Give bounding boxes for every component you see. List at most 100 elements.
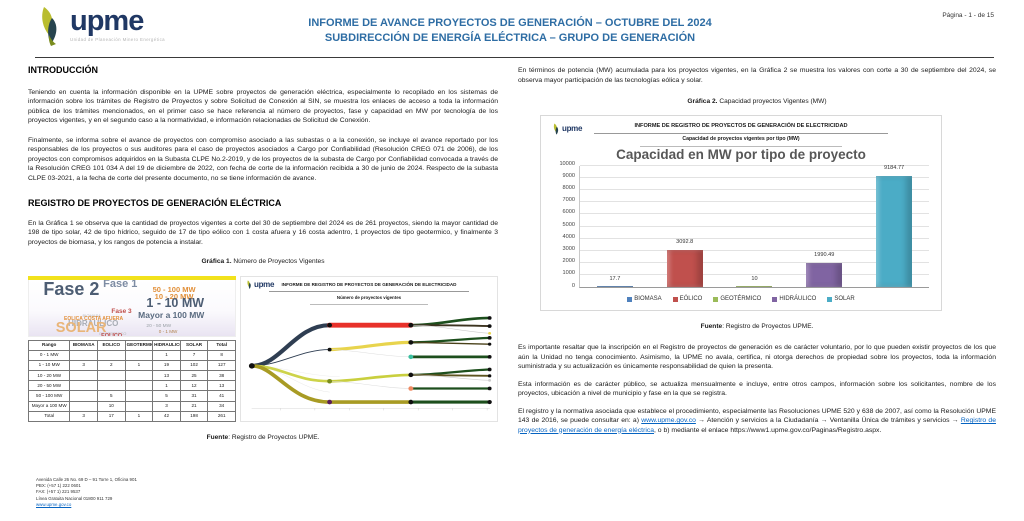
right-column: En términos de potencia (MW) acumulada p… bbox=[518, 66, 996, 435]
potencia-paragraph: En términos de potencia (MW) acumulada p… bbox=[518, 67, 996, 84]
registro-proyectos-link[interactable]: Registro de proyectos de generación de e… bbox=[518, 417, 996, 434]
bar-value-label: 3092.8 bbox=[676, 239, 694, 246]
table-cell bbox=[124, 370, 154, 382]
table-header-cell: Total bbox=[207, 339, 236, 351]
gridline bbox=[580, 225, 929, 227]
table-cell bbox=[96, 370, 126, 382]
gridline bbox=[580, 237, 929, 239]
logo-wordmark: upme bbox=[70, 5, 144, 37]
bar-value-label: 1990.49 bbox=[814, 252, 835, 259]
page-title: INFORME DE AVANCE PROYECTOS DE GENERACIÓ… bbox=[300, 16, 720, 46]
footer-line: Línea Gratuita Nacional 01800 911 729 bbox=[36, 495, 113, 501]
y-tick-label: 9000 bbox=[562, 172, 575, 179]
table-cell: 8 bbox=[207, 349, 236, 361]
footer-lines: Avenida Calle 26 No. 69 D – 91 Torre 1, … bbox=[36, 477, 137, 502]
gridline bbox=[580, 213, 929, 215]
table-row: 1 - 10 MW 3 2 1 19 102 127 bbox=[27, 359, 236, 372]
footer-line: FAX: (+57 1) 221 9537 bbox=[36, 489, 81, 495]
grafica1-caption-text: Número de Proyectos Vigentes bbox=[231, 258, 325, 265]
sankey-header: upme INFORME DE REGISTRO DE PROYECTOS DE… bbox=[241, 277, 497, 305]
bar-rect bbox=[736, 286, 773, 287]
cloud-word: EOLICA COSTA AFUERA bbox=[64, 315, 124, 322]
table-cell: 5 bbox=[96, 390, 126, 402]
table-cell: 1 bbox=[152, 349, 181, 361]
table-row: 20 - 50 MW 1 12 13 bbox=[27, 380, 236, 392]
table-cell: 127 bbox=[207, 359, 236, 372]
table-row: 0 - 1 MW 1 7 8 bbox=[27, 349, 236, 361]
page-title-line2: SUBDIRECCIÓN DE ENERGÍA ELÉCTRICA – GRUP… bbox=[324, 32, 696, 44]
table-header-cell: BIOMASA bbox=[69, 339, 98, 351]
grafica1-figure: Fase 1 Fase 2 Fase 3 50 - 100 MW 10 - 20 MW 1… bbox=[27, 275, 498, 423]
sankey-panel: upme INFORME DE REGISTRO DE PROYECTOS DE… bbox=[240, 275, 498, 422]
legend-swatch bbox=[672, 297, 678, 303]
links-paragraph-text2: → Atención y servicios a la Ciudadanía →… bbox=[695, 417, 961, 424]
registro-paragraph: En la Gráfica 1 se observa que la cantid… bbox=[28, 219, 498, 246]
gridline bbox=[580, 165, 929, 166]
gridline bbox=[580, 177, 929, 179]
bar-rect bbox=[666, 249, 703, 287]
footer-website-link[interactable]: www.upme.gov.co bbox=[36, 501, 72, 507]
legend-swatch bbox=[713, 297, 719, 303]
highlight-bar bbox=[28, 275, 236, 280]
chart-title: Capacidad en MW por tipo de proyecto bbox=[616, 146, 866, 162]
heading-registro: REGISTRO DE PROYECTOS DE GENERACIÓN ELÉC… bbox=[28, 198, 282, 208]
table-cell: 10 - 20 MW bbox=[27, 370, 71, 382]
table-cell bbox=[69, 349, 98, 361]
y-tick-label: 4000 bbox=[562, 233, 575, 240]
table-cell bbox=[96, 349, 126, 361]
bar-value-label: 10 bbox=[751, 276, 758, 283]
legend-item: EÓLICO bbox=[672, 295, 702, 305]
table-cell: 102 bbox=[179, 359, 209, 372]
table-cell: 38 bbox=[207, 370, 236, 382]
fase-capacity-table: RangoBIOMASAEOLICOGEOTERMICOHIDRAULICOSO… bbox=[27, 339, 236, 423]
chart-plot-area: 17.7 3092.8 10 1990.49 9184.77 bbox=[579, 165, 929, 288]
upme-website-link[interactable]: www.upme.gov.co bbox=[641, 417, 696, 424]
table-cell: 198 bbox=[179, 410, 209, 423]
y-tick-label: 7000 bbox=[562, 197, 575, 204]
intro-paragraph-1: Teniendo en cuenta la información dispon… bbox=[28, 88, 498, 125]
table-cell: 50 - 100 MW bbox=[27, 390, 71, 402]
bar-rect bbox=[876, 175, 913, 287]
footer-line: Avenida Calle 26 No. 69 D – 91 Torre 1, … bbox=[36, 476, 137, 482]
cloud-word: GEOTERMICO bbox=[99, 330, 127, 336]
chart-legend: BIOMASA EÓLICO GEOTÉRMICO HIDRÁULICO SOLAR bbox=[547, 295, 935, 305]
table-header-cell: Rango bbox=[27, 339, 71, 351]
chart-upme-logo: upme bbox=[552, 123, 582, 136]
fuente-label: Fuente bbox=[700, 322, 723, 330]
table-cell: 3 bbox=[152, 400, 181, 412]
table-cell: 0 - 1 MW bbox=[27, 349, 71, 361]
heading-introduccion: INTRODUCCIÓN bbox=[28, 65, 98, 75]
logo-tagline: Unidad de Planeación Minero Energética bbox=[70, 37, 166, 42]
gridline bbox=[580, 261, 929, 263]
legend-swatch bbox=[827, 297, 833, 303]
table-cell bbox=[124, 390, 154, 402]
table-cell: 13 bbox=[152, 370, 181, 382]
table-cell: 17 bbox=[96, 410, 126, 423]
cloud-word: BIOMASA bbox=[82, 312, 101, 318]
chart-y-axis: 0 1000 2000 3000 4000 5000 6000 7000 8000 9000 100… bbox=[553, 161, 579, 289]
grafica1-caption: Gráfica 1. Número de Proyectos Vigentes bbox=[28, 257, 498, 267]
legend-item: SOLAR bbox=[827, 295, 855, 305]
sankey-title: INFORME DE REGISTRO DE PROYECTOS DE GENE… bbox=[269, 280, 469, 292]
table-cell bbox=[124, 349, 154, 361]
table-cell bbox=[69, 390, 98, 402]
legend-label: BIOMASA bbox=[634, 296, 662, 302]
upme-mini-wordmark: upme bbox=[254, 279, 275, 289]
registro-links-paragraph: El registro y la normativa asociada que … bbox=[518, 407, 996, 436]
left-column: INTRODUCCIÓN Teniendo en cuenta la infor… bbox=[27, 65, 498, 443]
table-header-row: RangoBIOMASAEOLICOGEOTERMICOHIDRAULICOSO… bbox=[27, 339, 236, 351]
bar-value-label: 17.7 bbox=[609, 276, 621, 283]
cloud-word: Fase 1 bbox=[103, 279, 138, 290]
table-header-cell: GEOTERMICO bbox=[124, 339, 154, 351]
legend-item: GEOTÉRMICO bbox=[713, 295, 761, 305]
table-cell bbox=[124, 400, 154, 412]
bar-hidráulico: 1990.49 bbox=[806, 166, 843, 287]
grafica2-caption-label: Gráfica 2. bbox=[687, 98, 718, 105]
table-row: 50 - 100 MW 5 5 31 41 bbox=[27, 390, 236, 402]
table-cell: 2 bbox=[96, 359, 126, 372]
word-cloud-panel: Fase 1 Fase 2 Fase 3 50 - 100 MW 10 - 20 MW 1… bbox=[27, 275, 236, 423]
legend-label: HIDRÁULICO bbox=[779, 296, 817, 302]
table-row: Mayor a 100 MW 10 3 21 34 bbox=[27, 400, 236, 412]
sankey-subtitle: Número de proyectos vigentes bbox=[310, 293, 428, 305]
bar-rect bbox=[596, 286, 633, 287]
